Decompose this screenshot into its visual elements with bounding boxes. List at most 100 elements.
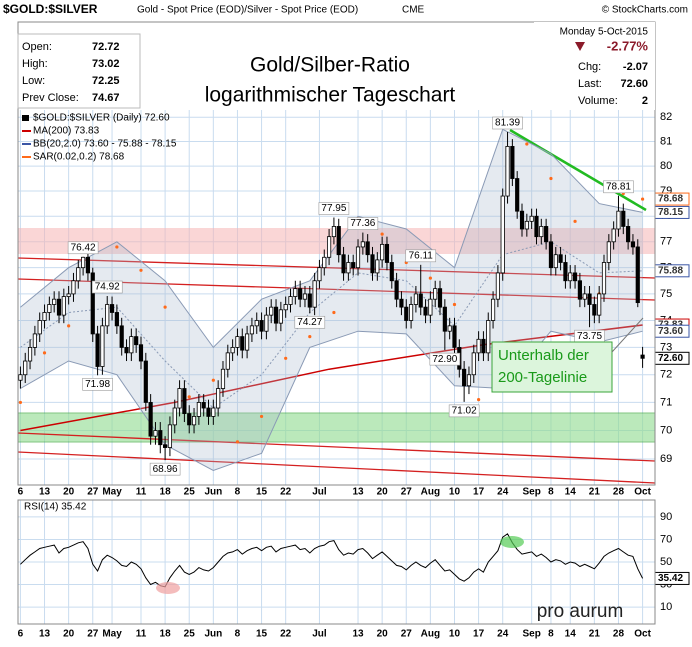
sar-dot bbox=[380, 232, 384, 236]
candle-body bbox=[365, 241, 370, 256]
rsi-highlight bbox=[156, 582, 180, 594]
candle-body bbox=[399, 298, 404, 308]
sar-dot bbox=[640, 197, 645, 201]
x-tick-label: 10 bbox=[449, 629, 461, 640]
sar-dot bbox=[308, 335, 312, 339]
x-tick-label: 21 bbox=[589, 487, 601, 498]
source: © StockCharts.com bbox=[602, 5, 688, 16]
sar-dot bbox=[139, 268, 143, 272]
price-tag: 78.15 bbox=[658, 207, 683, 218]
candle-body bbox=[529, 215, 534, 222]
stat-value: 72.72 bbox=[92, 41, 120, 53]
sar-dot bbox=[428, 276, 432, 280]
candle-body bbox=[254, 320, 259, 327]
callout-text: 200-Tagelinie bbox=[498, 369, 587, 386]
x-tick-label: Oct bbox=[634, 487, 651, 498]
x-tick-label: 22 bbox=[280, 487, 292, 498]
resistance-zone bbox=[18, 228, 655, 254]
candle-body bbox=[109, 304, 115, 313]
candle-body bbox=[587, 293, 592, 305]
x-tick-label: 21 bbox=[589, 629, 601, 640]
candle-body bbox=[442, 306, 447, 332]
chart-title: Gold/Silber-Ratio bbox=[250, 54, 410, 77]
peak-label: 72.90 bbox=[432, 354, 457, 365]
stat-label: Prev Close: bbox=[22, 92, 79, 104]
price-tag: 75.88 bbox=[658, 265, 683, 276]
peak-label: 74.92 bbox=[95, 282, 120, 293]
candle-body bbox=[553, 254, 558, 269]
rsi-highlight bbox=[500, 536, 524, 548]
candle-body bbox=[433, 288, 438, 300]
price-tag: 73.60 bbox=[658, 326, 683, 337]
y-tick-label: 82 bbox=[660, 111, 672, 123]
x-tick-label: May bbox=[102, 487, 122, 498]
peak-label-box bbox=[429, 352, 461, 366]
sar-dot bbox=[115, 245, 119, 249]
stat-label: Low: bbox=[22, 75, 45, 87]
candle-body bbox=[37, 320, 42, 335]
y-tick-label: 70 bbox=[660, 424, 672, 436]
candle-body bbox=[100, 325, 105, 367]
sar-dot bbox=[18, 400, 23, 405]
peak-label: 73.75 bbox=[577, 331, 602, 342]
candle-body bbox=[524, 220, 529, 230]
candle-body bbox=[47, 304, 52, 313]
x-tick-label: 24 bbox=[497, 487, 509, 498]
candle-body bbox=[495, 272, 500, 300]
x-tick-label: 13 bbox=[39, 629, 51, 640]
candle-body bbox=[336, 226, 341, 256]
candle-body bbox=[447, 325, 452, 332]
y-tick-label: 81 bbox=[660, 135, 672, 147]
candle-body bbox=[322, 256, 327, 269]
trend-line bbox=[17, 432, 656, 462]
legend-swatch bbox=[22, 115, 29, 121]
candle-body bbox=[635, 246, 640, 304]
candle-body bbox=[182, 388, 187, 415]
candle-body bbox=[230, 347, 235, 354]
candle-body bbox=[510, 146, 515, 179]
x-tick-label: 20 bbox=[63, 629, 75, 640]
exchange: CME bbox=[402, 5, 425, 16]
candle-body bbox=[563, 262, 568, 282]
x-tick-label: 15 bbox=[256, 487, 268, 498]
peak-label: 78.81 bbox=[606, 181, 631, 192]
candle-body bbox=[317, 267, 322, 282]
candle-body bbox=[235, 336, 240, 348]
candle-body bbox=[476, 338, 481, 354]
candle-body bbox=[259, 320, 264, 332]
x-tick-label: 27 bbox=[87, 487, 99, 498]
rsi-tick-label: 90 bbox=[660, 511, 672, 523]
sar-dot bbox=[525, 142, 529, 146]
candle-body bbox=[32, 333, 37, 348]
candle-body bbox=[437, 288, 443, 308]
y-tick-label: 69 bbox=[660, 453, 672, 465]
candle-body bbox=[394, 280, 399, 300]
candle-body bbox=[481, 338, 486, 354]
peak-label-box bbox=[492, 116, 523, 130]
peak-label: 68.96 bbox=[153, 464, 178, 475]
candle-body bbox=[413, 293, 418, 305]
candle-body bbox=[220, 368, 226, 389]
candle-body bbox=[95, 333, 100, 367]
callout-text: Unterhalb der bbox=[498, 347, 589, 364]
sar-dot bbox=[211, 378, 215, 382]
x-tick-label: 14 bbox=[565, 487, 577, 498]
bb-upper bbox=[20, 128, 643, 349]
candle-body bbox=[408, 304, 414, 321]
peak-label-box bbox=[405, 249, 437, 263]
peak-label: 76.42 bbox=[71, 242, 96, 253]
callout-box bbox=[491, 341, 613, 393]
candle-body bbox=[360, 241, 365, 248]
x-tick-label: 13 bbox=[352, 629, 364, 640]
candle-body bbox=[611, 228, 616, 243]
legend-entry: MA(200) 73.83 bbox=[33, 126, 100, 137]
quote-box bbox=[534, 22, 655, 110]
x-tick-label: 25 bbox=[184, 629, 196, 640]
candle-body bbox=[592, 304, 597, 316]
candle-body bbox=[27, 347, 33, 362]
candle-body bbox=[42, 312, 47, 321]
candle-body bbox=[505, 146, 510, 197]
candle-body bbox=[119, 325, 124, 348]
candle-body bbox=[138, 344, 144, 362]
